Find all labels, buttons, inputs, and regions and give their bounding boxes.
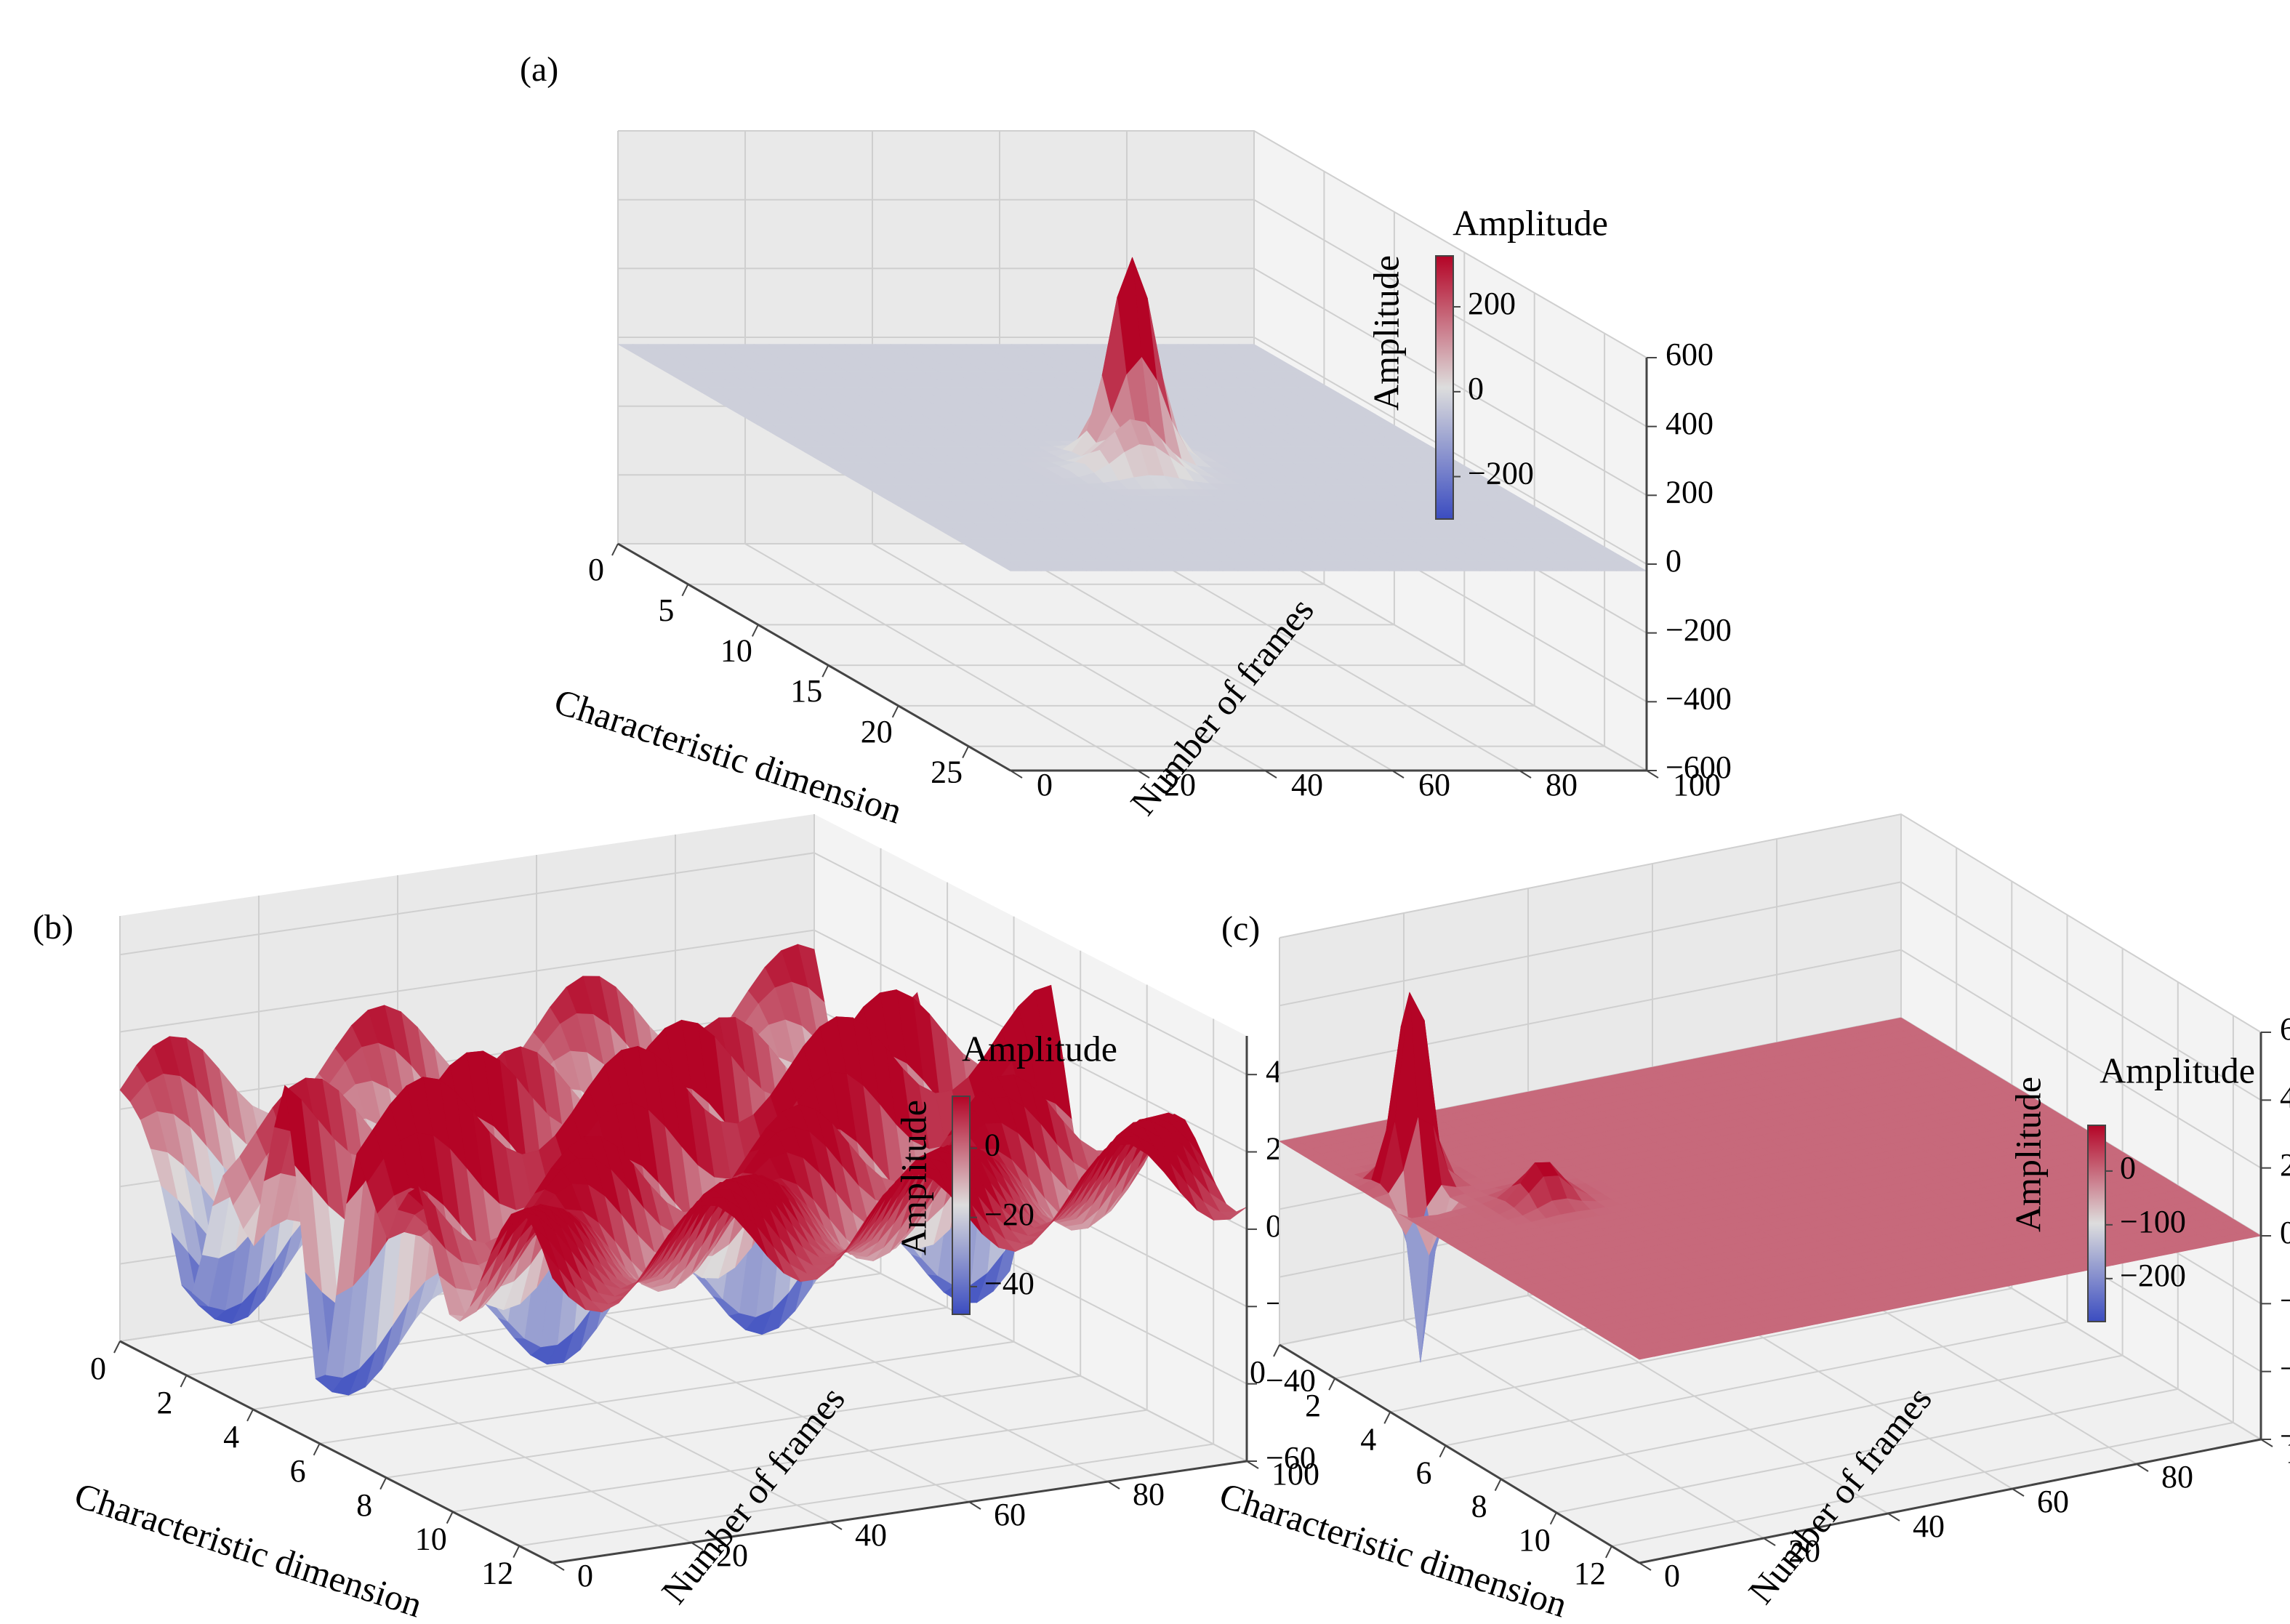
y-tick-mark [1107, 1481, 1120, 1490]
colorbar-tick-label: 200 [1468, 286, 1516, 321]
x-tick-label: 10 [415, 1522, 447, 1557]
gridline-z [618, 337, 1647, 565]
y-tick-label: 40 [1291, 767, 1323, 803]
x-axis-label: Characteristic dimension [70, 1474, 427, 1624]
z-tick-label: 400 [1666, 406, 1714, 441]
x-tick-mark [513, 1545, 521, 1558]
y-tick-label: 60 [1418, 767, 1450, 803]
x-tick-mark [379, 1477, 387, 1490]
x-tick-mark [113, 1340, 121, 1354]
y-tick-label: 0 [1037, 767, 1053, 803]
z-tick-label: 0 [1666, 543, 1682, 579]
x-tick-label: 12 [481, 1556, 513, 1591]
y-tick-label: 40 [855, 1517, 887, 1553]
gridline-z [618, 130, 1647, 358]
gridline-z [618, 198, 1647, 427]
colorbar [952, 1096, 971, 1315]
x-tick-mark [246, 1409, 254, 1422]
pane-floor [618, 544, 1647, 771]
x-tick-label: 0 [588, 552, 604, 587]
x-tick-label: 10 [720, 633, 752, 669]
y-tick-mark [552, 1562, 565, 1571]
panel-label: (b) [33, 908, 73, 946]
panel-label: (a) [520, 50, 558, 89]
colorbar-title: Amplitude [962, 1028, 1117, 1069]
y-tick-label: 0 [577, 1558, 593, 1593]
x-tick-label: 8 [356, 1487, 372, 1523]
z-tick-label: −400 [1666, 680, 1732, 716]
z-axis-label: Amplitude [893, 1100, 933, 1255]
x-tick-label: 6 [290, 1453, 306, 1489]
colorbar-tick-label: 0 [984, 1127, 1000, 1163]
x-tick-mark [821, 664, 829, 678]
y-tick-label: 80 [1133, 1476, 1165, 1512]
x-tick-mark [891, 705, 899, 718]
x-tick-label: 5 [658, 592, 674, 628]
colorbar-tick-label: −20 [984, 1197, 1034, 1232]
x-tick-mark [681, 584, 689, 597]
x-tick-mark [962, 746, 970, 759]
colorbar [1435, 255, 1454, 520]
x-tick-label: 15 [790, 673, 822, 709]
z-tick-label: 200 [1666, 474, 1714, 510]
surface [616, 257, 1648, 571]
x-tick-mark [751, 624, 759, 637]
x-tick-label: 2 [157, 1385, 173, 1420]
y-tick-mark [829, 1522, 843, 1530]
x-tick-mark [611, 543, 619, 556]
colorbar-title: Amplitude [1453, 202, 1608, 243]
x-axis-label: Characteristic dimension [550, 680, 907, 831]
x-tick-label: 25 [931, 755, 963, 790]
y-tick-mark [1646, 770, 1659, 779]
colorbar-tick-label: −200 [1468, 456, 1534, 491]
y-tick-label: 60 [994, 1497, 1026, 1532]
x-tick-mark [446, 1511, 454, 1524]
z-tick-label: −60 [1266, 1440, 1316, 1476]
colorbar-tick-label: −40 [984, 1266, 1034, 1301]
x-tick-label: 0 [90, 1351, 106, 1386]
gridline-z [618, 268, 1647, 497]
y-tick-label: 80 [1546, 767, 1578, 803]
x-tick-label: 4 [223, 1419, 239, 1455]
colorbar-tick-label: 0 [1468, 371, 1484, 406]
z-tick-label: 600 [1666, 337, 1714, 372]
y-tick-mark [968, 1501, 981, 1510]
panel-b: 02468101202040608010040200−20−40−60Chara… [33, 814, 1319, 1624]
y-tick-mark [1246, 1460, 1259, 1469]
z-tick-label: −200 [1666, 612, 1732, 648]
z-tick-label: −600 [1666, 749, 1732, 785]
x-tick-mark [180, 1375, 188, 1388]
z-axis-label: Amplitude [1365, 255, 1406, 411]
x-tick-mark [313, 1443, 321, 1456]
panel-c: 0246810120204060801006004002000−200−400−… [1215, 813, 2290, 1624]
x-tick-label: 20 [861, 714, 893, 749]
